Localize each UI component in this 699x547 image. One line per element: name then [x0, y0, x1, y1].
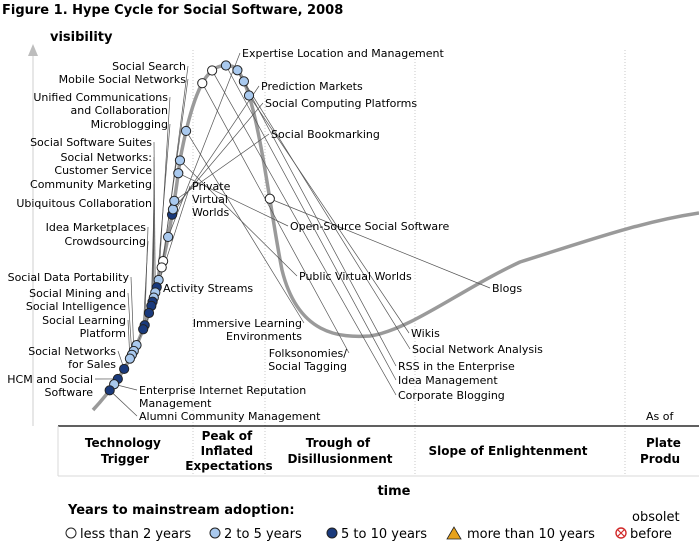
legend: Years to mainstream adoption: less than … [65, 503, 680, 542]
legend-label-obsolete-extra: obsolet [632, 510, 680, 525]
obsolete-x-b [617, 529, 625, 537]
label-social-networks-cs: Social Networks: Customer Service [54, 151, 152, 177]
label-rss-enterprise: RSS in the Enterprise [398, 360, 515, 373]
label-idea-marketplaces: Idea Marketplaces [46, 221, 147, 234]
leader-social-data-portability [130, 276, 135, 351]
leader-unified-communications [158, 96, 171, 281]
marker-social-bookmarking [169, 195, 180, 206]
leader-social-mining [127, 292, 133, 355]
marker-rss-enterprise [232, 65, 243, 76]
marker-social-computing-platforms [167, 204, 179, 215]
legend-marker-2to5 [209, 527, 221, 539]
legend-label-lt2: less than 2 years [80, 527, 191, 542]
x-axis-label: time [377, 484, 410, 499]
label-social-data-portability: Social Data Portability [8, 271, 130, 284]
label-corporate-blogging: Corporate Blogging [398, 389, 505, 402]
label-activity-streams: Activity Streams [163, 282, 253, 295]
label-social-software-suites: Social Software Suites [30, 136, 152, 149]
label-wikis: Wikis [411, 327, 440, 340]
marker-wikis [243, 90, 255, 101]
label-idea-management: Idea Management [398, 374, 498, 387]
phase-technology-trigger: Technology Trigger [85, 436, 165, 466]
label-expertise-location: Expertise Location and Management [242, 47, 444, 60]
as-of-note: As of [646, 410, 674, 423]
phase-plateau: Plate Produ [640, 436, 685, 466]
label-folksonomies: Folksonomies/Social Tagging [268, 347, 347, 373]
label-blogs: Blogs [492, 282, 522, 295]
leader-idea-management [225, 65, 397, 381]
label-open-source-social-software: Open-Source Social Software [290, 220, 449, 233]
label-social-learning-platform: Social Learning Platform [42, 314, 126, 340]
label-public-virtual-worlds: Public Virtual Worlds [299, 270, 412, 283]
label-ubiquitous-collaboration: Ubiquitous Collaboration [16, 197, 152, 210]
marker-social-networks-sales [119, 363, 130, 375]
label-alumni-community: Alumni Community Management [139, 410, 321, 423]
label-social-search: Social Search [112, 60, 186, 73]
marker-private-virtual-worlds [143, 307, 155, 319]
leader-ubiquitous-collaboration [150, 202, 155, 306]
label-enterprise-reputation: Enterprise Internet Reputation Management [139, 384, 306, 410]
legend-label-obsolete: before [630, 527, 672, 542]
phase-trough: Trough of Disillusionment [287, 436, 392, 466]
y-axis-arrow-icon [28, 44, 38, 56]
label-social-network-analysis: Social Network Analysis [412, 343, 543, 356]
label-crowdsourcing: Crowdsourcing [65, 235, 146, 248]
label-community-marketing: Community Marketing [30, 178, 152, 191]
marker-social-learning-platform [124, 353, 136, 364]
y-axis-label: visibility [50, 30, 113, 45]
leader-social-bookmarking [174, 133, 270, 202]
legend-label-2to5: 2 to 5 years [224, 527, 302, 542]
marker-folksonomies [197, 78, 208, 89]
leader-public-virtual-worlds [179, 160, 298, 277]
legend-label-5to10: 5 to 10 years [341, 527, 427, 542]
label-hcm-social-software: HCM and Social Software [7, 373, 93, 399]
legend-title: Years to mainstream adoption: [67, 503, 295, 518]
marker-crowdsourcing [138, 324, 149, 335]
hype-curve [91, 63, 699, 412]
marker-alumni-community [104, 385, 115, 396]
marker-open-source-social-software [173, 168, 184, 179]
label-social-computing-platforms: Social Computing Platforms [265, 97, 417, 110]
label-social-bookmarking: Social Bookmarking [271, 128, 380, 141]
legend-label-gt10: more than 10 years [467, 527, 595, 542]
label-unified-communications: Unified Communications and Collaboration [33, 91, 168, 117]
leader-expertise-location [167, 52, 241, 238]
marker-idea-management [220, 60, 232, 71]
leader-corporate-blogging [211, 70, 397, 396]
label-immersive-learning: Immersive Learning Environments [193, 317, 303, 343]
label-microblogging: Microblogging [91, 118, 168, 131]
leader-folksonomies [201, 83, 350, 354]
phase-slope: Slope of Enlightenment [429, 444, 588, 458]
leader-social-network-analysis [243, 81, 411, 350]
marker-social-network-analysis [238, 76, 249, 87]
label-prediction-markets: Prediction Markets [261, 80, 363, 93]
leader-alumni-community [109, 390, 138, 417]
leader-crowdsourcing [142, 240, 149, 330]
legend-marker-5to10 [326, 527, 338, 539]
label-social-networks-sales: Social Networks for Sales [28, 345, 116, 371]
figure-title: Figure 1. Hype Cycle for Social Software… [2, 3, 344, 18]
legend-marker-lt2 [65, 527, 77, 539]
leader-wikis [248, 95, 410, 334]
leader-blogs [269, 198, 491, 289]
label-social-mining: Social Mining and Social Intelligence [26, 287, 126, 313]
phase-peak: Peak of Inflated Expectations [185, 429, 272, 473]
label-private-virtual-worlds: Private Virtual Worlds [192, 180, 231, 219]
marker-corporate-blogging [207, 65, 218, 76]
marker-public-virtual-worlds [174, 155, 186, 166]
marker-expertise-location [163, 231, 174, 243]
marker-immersive-learning [180, 125, 192, 137]
marker-mobile-social-networks [156, 262, 167, 273]
label-mobile-social-networks: Mobile Social Networks [59, 73, 187, 86]
leader-immersive-learning [185, 130, 305, 324]
leader-open-source-social-software [178, 172, 289, 227]
legend-marker-gt10 [446, 526, 462, 540]
marker-blogs [264, 193, 275, 204]
